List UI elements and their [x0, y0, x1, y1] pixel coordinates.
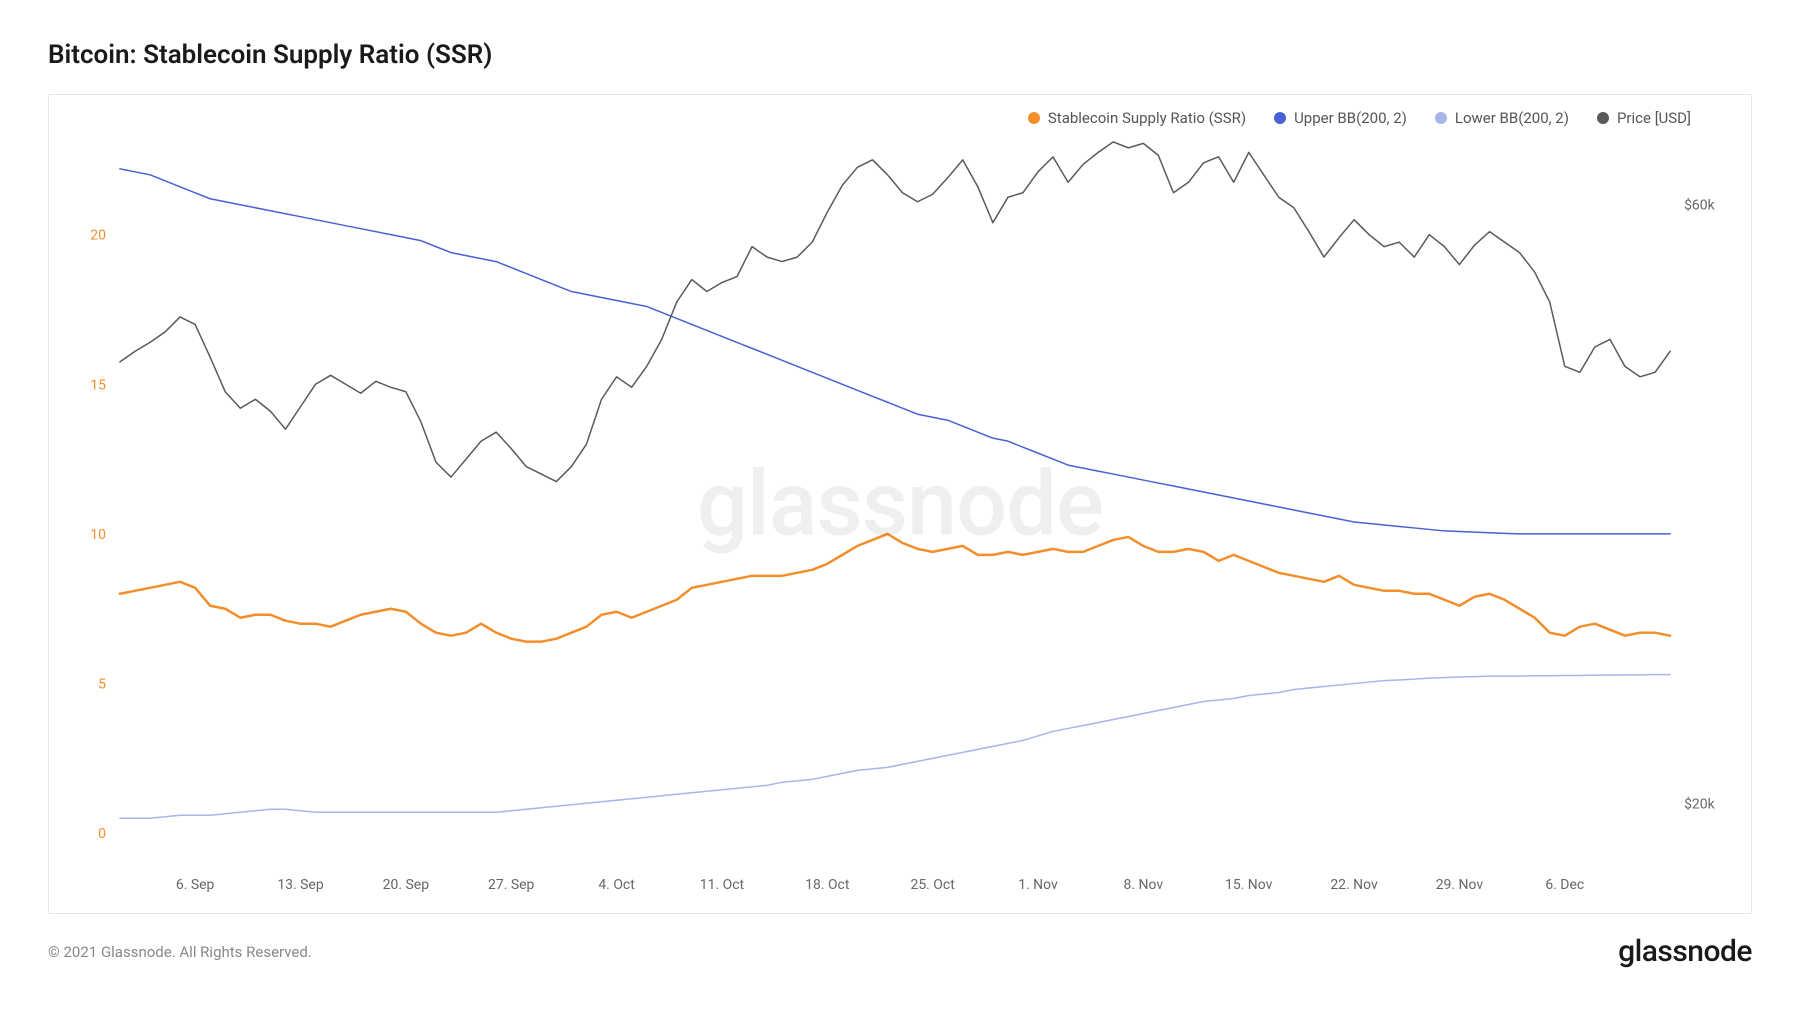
svg-text:29. Nov: 29. Nov [1436, 877, 1484, 893]
svg-text:$20k: $20k [1684, 795, 1716, 812]
svg-text:0: 0 [98, 826, 106, 842]
svg-text:8. Nov: 8. Nov [1124, 877, 1164, 893]
legend-dot-ssr [1028, 112, 1040, 124]
svg-text:$60k: $60k [1684, 197, 1716, 214]
svg-text:6. Dec: 6. Dec [1545, 877, 1584, 893]
svg-text:15. Nov: 15. Nov [1225, 877, 1273, 893]
svg-text:4. Oct: 4. Oct [598, 877, 635, 893]
legend: Stablecoin Supply Ratio (SSR) Upper BB(2… [1028, 109, 1691, 127]
copyright: © 2021 Glassnode. All Rights Reserved. [48, 943, 312, 961]
legend-label-upper: Upper BB(200, 2) [1294, 109, 1407, 127]
legend-item-upper: Upper BB(200, 2) [1274, 109, 1407, 127]
chart-title: Bitcoin: Stablecoin Supply Ratio (SSR) [48, 40, 1752, 70]
legend-label-price: Price [USD] [1617, 109, 1691, 127]
legend-dot-upper [1274, 112, 1286, 124]
legend-item-price: Price [USD] [1597, 109, 1691, 127]
legend-dot-price [1597, 112, 1609, 124]
svg-text:18. Oct: 18. Oct [805, 877, 850, 893]
svg-text:27. Sep: 27. Sep [488, 877, 535, 893]
svg-text:25. Oct: 25. Oct [910, 877, 955, 893]
svg-text:20: 20 [90, 228, 106, 244]
svg-text:20. Sep: 20. Sep [383, 877, 430, 893]
svg-text:11. Oct: 11. Oct [700, 877, 745, 893]
legend-item-ssr: Stablecoin Supply Ratio (SSR) [1028, 109, 1246, 127]
svg-text:15: 15 [90, 377, 106, 393]
svg-text:22. Nov: 22. Nov [1330, 877, 1378, 893]
footer: © 2021 Glassnode. All Rights Reserved. g… [48, 934, 1752, 969]
chart-container: Stablecoin Supply Ratio (SSR) Upper BB(2… [48, 94, 1752, 914]
brand-logo: glassnode [1618, 934, 1752, 969]
svg-text:6. Sep: 6. Sep [176, 877, 215, 893]
legend-dot-lower [1435, 112, 1447, 124]
svg-text:1. Nov: 1. Nov [1018, 877, 1058, 893]
chart-svg: 0 5 10 15 20 $20k $60k 6. Sep 13. Sep 20. Sep 27. … [49, 95, 1751, 913]
svg-text:13. Sep: 13. Sep [277, 877, 324, 893]
legend-label-lower: Lower BB(200, 2) [1455, 109, 1569, 127]
legend-label-ssr: Stablecoin Supply Ratio (SSR) [1048, 109, 1246, 127]
svg-text:10: 10 [90, 527, 106, 543]
svg-text:5: 5 [98, 677, 106, 693]
legend-item-lower: Lower BB(200, 2) [1435, 109, 1569, 127]
